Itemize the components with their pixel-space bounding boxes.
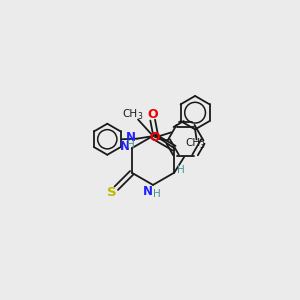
Text: H: H — [127, 140, 134, 150]
Text: N: N — [120, 140, 130, 153]
Text: N: N — [143, 185, 153, 198]
Text: CH: CH — [122, 109, 137, 119]
Text: 3: 3 — [137, 112, 142, 121]
Text: O: O — [150, 131, 160, 144]
Text: CH: CH — [185, 138, 201, 148]
Text: H: H — [153, 190, 160, 200]
Text: H: H — [177, 165, 184, 175]
Text: O: O — [147, 108, 158, 121]
Text: N: N — [126, 131, 136, 144]
Text: S: S — [107, 186, 117, 199]
Text: 3: 3 — [200, 141, 204, 150]
